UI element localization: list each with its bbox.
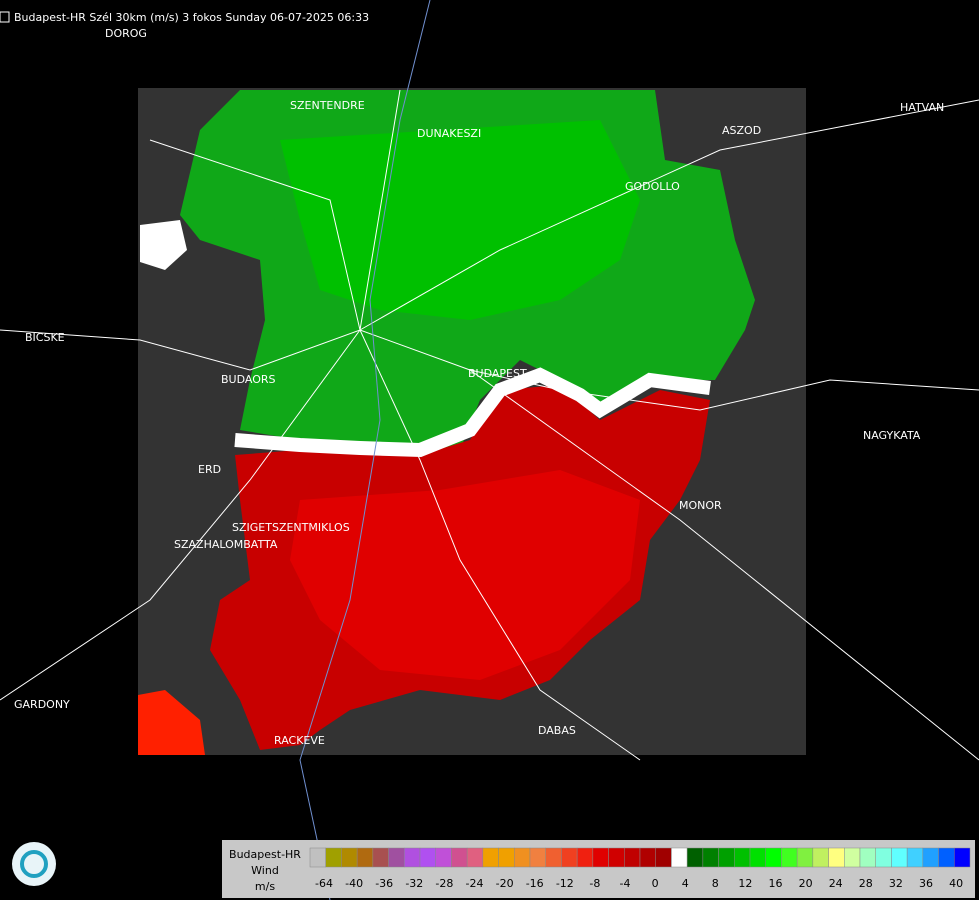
city-label: SZENTENDRE xyxy=(290,99,365,112)
legend-swatch xyxy=(954,847,971,868)
legend-unit: m/s xyxy=(255,880,275,893)
legend-tick-label: 40 xyxy=(949,877,963,890)
city-label: HATVAN xyxy=(900,101,944,114)
legend-swatch xyxy=(482,847,499,868)
legend-tick-label: -32 xyxy=(405,877,423,890)
logo xyxy=(12,842,56,886)
legend-swatch xyxy=(341,847,358,868)
legend-tick-label: -4 xyxy=(620,877,631,890)
legend-swatch xyxy=(796,847,814,868)
legend-tick-label: 20 xyxy=(799,877,813,890)
legend-swatch xyxy=(812,847,829,868)
legend-swatch xyxy=(356,847,374,868)
legend-swatch xyxy=(844,847,861,868)
city-label: DABAS xyxy=(538,724,576,737)
legend-tick-label: 32 xyxy=(889,877,903,890)
legend-swatch xyxy=(451,847,468,868)
legend-swatch xyxy=(765,847,782,868)
city-label: BUDAPEST xyxy=(468,367,527,380)
city-label: DUNAKESZI xyxy=(417,127,481,140)
legend-swatch xyxy=(655,847,672,868)
receding-wind-edge xyxy=(138,690,205,755)
legend-swatch xyxy=(875,847,892,868)
legend-swatch xyxy=(419,847,436,868)
legend-swatch xyxy=(592,847,609,868)
zero-patch xyxy=(140,220,187,270)
city-label: BICSKE xyxy=(25,331,65,344)
city-label: DOROG xyxy=(105,27,147,40)
legend-swatch xyxy=(466,847,484,868)
legend-tick-label: -12 xyxy=(556,877,574,890)
legend-swatch xyxy=(624,847,641,868)
legend-tick-label: 0 xyxy=(652,877,659,890)
legend-swatch xyxy=(498,847,515,868)
legend-tick-label: 36 xyxy=(919,877,933,890)
logo-swirl xyxy=(20,850,48,878)
legend-quantity: Wind xyxy=(251,864,279,877)
city-label: GODOLLO xyxy=(625,180,680,193)
legend-swatch xyxy=(309,847,326,868)
legend-tick-label: 4 xyxy=(682,877,689,890)
legend-swatch xyxy=(734,847,751,868)
legend-swatch xyxy=(938,847,955,868)
city-label: SZIGETSZENTMIKLOS xyxy=(232,521,350,534)
title: Budapest-HR Szél 30km (m/s) 3 fokos Sund… xyxy=(14,11,369,24)
legend-swatch xyxy=(718,847,735,868)
legend-swatch xyxy=(686,847,704,868)
legend-swatch xyxy=(435,847,452,868)
legend-swatch xyxy=(325,847,342,868)
legend-tick-label: 28 xyxy=(859,877,873,890)
city-label: BUDAORS xyxy=(221,373,276,386)
legend-tick-label: -40 xyxy=(345,877,363,890)
legend-swatch xyxy=(388,847,405,868)
legend-station: Budapest-HR xyxy=(229,848,301,861)
legend-swatch xyxy=(922,847,939,868)
legend-tick-label: -36 xyxy=(375,877,393,890)
legend-swatch xyxy=(576,847,594,868)
zero-line xyxy=(234,367,711,458)
legend-tick-label: 8 xyxy=(712,877,719,890)
legend-swatch xyxy=(702,847,719,868)
road xyxy=(149,89,979,331)
menu-icon[interactable] xyxy=(0,11,10,23)
city-label: RACKEVE xyxy=(274,734,325,747)
legend-swatch xyxy=(545,847,562,868)
river xyxy=(299,0,431,900)
legend-swatch xyxy=(404,847,421,868)
legend-tick-label: 16 xyxy=(769,877,783,890)
legend-tick-label: -16 xyxy=(526,877,544,890)
city-label: ASZOD xyxy=(722,124,761,137)
legend-tick-label: -24 xyxy=(466,877,484,890)
legend-swatch xyxy=(671,847,688,868)
legend-tick-label: 12 xyxy=(738,877,752,890)
legend-tick-label: -8 xyxy=(589,877,600,890)
legend-swatch xyxy=(639,847,656,868)
road xyxy=(0,329,979,761)
legend-tick-label: -20 xyxy=(496,877,514,890)
city-label: SZAZHALOMBATTA xyxy=(174,538,278,551)
city-label: ERD xyxy=(198,463,221,476)
legend-swatch xyxy=(529,847,546,868)
legend-swatch xyxy=(828,847,845,868)
legend-tick-label: -28 xyxy=(435,877,453,890)
legend-swatch xyxy=(891,847,908,868)
legend-tick-label: -64 xyxy=(315,877,333,890)
legend-swatch xyxy=(859,847,876,868)
legend-swatch xyxy=(608,847,625,868)
legend-swatch xyxy=(781,847,798,868)
city-label: GARDONY xyxy=(14,698,70,711)
receding-wind-core xyxy=(290,470,640,680)
legend-swatch xyxy=(372,847,389,868)
city-label: MONOR xyxy=(679,499,722,512)
city-label: NAGYKATA xyxy=(863,429,921,442)
legend-swatch xyxy=(561,847,578,868)
city-labels: DOROG SZENTENDRE DUNAKESZI HATVAN ASZOD GODOL… xyxy=(14,27,969,900)
legend-swatch xyxy=(906,847,924,868)
legend-swatch xyxy=(514,847,531,868)
legend-tick-label: 24 xyxy=(829,877,843,890)
legend-swatch xyxy=(749,847,766,868)
